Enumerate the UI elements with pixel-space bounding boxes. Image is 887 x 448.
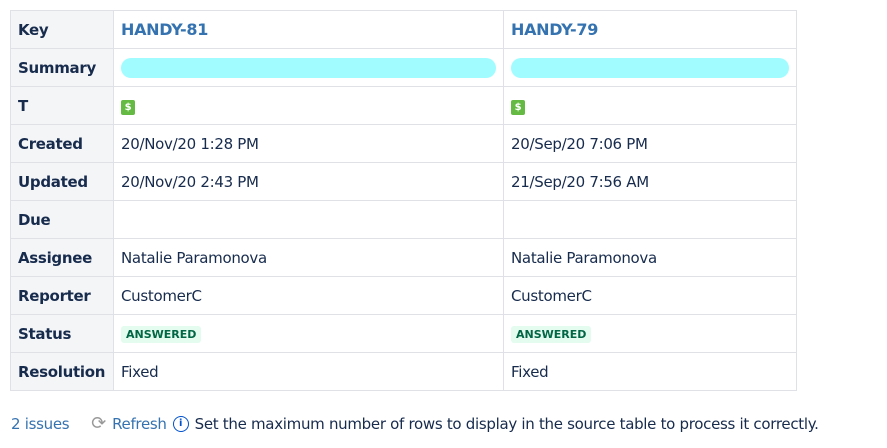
row-label: Resolution xyxy=(10,352,114,391)
row-due: Due xyxy=(10,200,797,239)
issues-table: Key HANDY-81 HANDY-79 Summary T $ $ Crea… xyxy=(10,10,797,391)
refresh-icon[interactable]: ⟳ xyxy=(91,413,107,434)
row-reporter: Reporter CustomerC CustomerC xyxy=(10,276,797,315)
cell xyxy=(503,200,797,239)
cell: 20/Sep/20 7:06 PM xyxy=(503,124,797,163)
row-resolution: Resolution Fixed Fixed xyxy=(10,352,797,391)
redacted-summary xyxy=(511,57,789,78)
row-label: Updated xyxy=(10,162,114,201)
dollar-type-icon: $ xyxy=(511,100,525,115)
row-label: Assignee xyxy=(10,238,114,277)
cell: 21/Sep/20 7:56 AM xyxy=(503,162,797,201)
row-status: Status ANSWERED ANSWERED xyxy=(10,314,797,353)
cell: CustomerC xyxy=(503,276,797,315)
row-summary: Summary xyxy=(10,48,797,87)
row-label: Due xyxy=(10,200,114,239)
cell: CustomerC xyxy=(113,276,504,315)
issue-count: 2 issues xyxy=(11,414,70,433)
cell xyxy=(113,200,504,239)
cell: 20/Nov/20 1:28 PM xyxy=(113,124,504,163)
row-label: Reporter xyxy=(10,276,114,315)
cell: Fixed xyxy=(503,352,797,391)
info-message: Set the maximum number of rows to displa… xyxy=(194,414,819,433)
cell: Natalie Paramonova xyxy=(113,238,504,277)
row-label: Key xyxy=(10,10,114,49)
refresh-link[interactable]: Refresh xyxy=(112,414,167,433)
table-footer: 2 issues ⟳ Refresh i Set the maximum num… xyxy=(11,413,819,434)
row-type: T $ $ xyxy=(10,86,797,125)
row-updated: Updated 20/Nov/20 2:43 PM 21/Sep/20 7:56… xyxy=(10,162,797,201)
info-icon: i xyxy=(172,415,189,432)
dollar-type-icon: $ xyxy=(121,100,135,115)
status-badge: ANSWERED xyxy=(121,326,202,343)
redacted-summary xyxy=(121,57,496,78)
cell: Fixed xyxy=(113,352,504,391)
row-label: T xyxy=(10,86,114,125)
row-label: Created xyxy=(10,124,114,163)
issue-key-link[interactable]: HANDY-81 xyxy=(121,20,209,39)
status-badge: ANSWERED xyxy=(511,326,592,343)
cell: Natalie Paramonova xyxy=(503,238,797,277)
cell: 20/Nov/20 2:43 PM xyxy=(113,162,504,201)
row-key: Key HANDY-81 HANDY-79 xyxy=(10,10,797,49)
row-label: Status xyxy=(10,314,114,353)
row-created: Created 20/Nov/20 1:28 PM 20/Sep/20 7:06… xyxy=(10,124,797,163)
row-assignee: Assignee Natalie Paramonova Natalie Para… xyxy=(10,238,797,277)
issue-key-link[interactable]: HANDY-79 xyxy=(511,20,599,39)
row-label: Summary xyxy=(10,48,114,87)
